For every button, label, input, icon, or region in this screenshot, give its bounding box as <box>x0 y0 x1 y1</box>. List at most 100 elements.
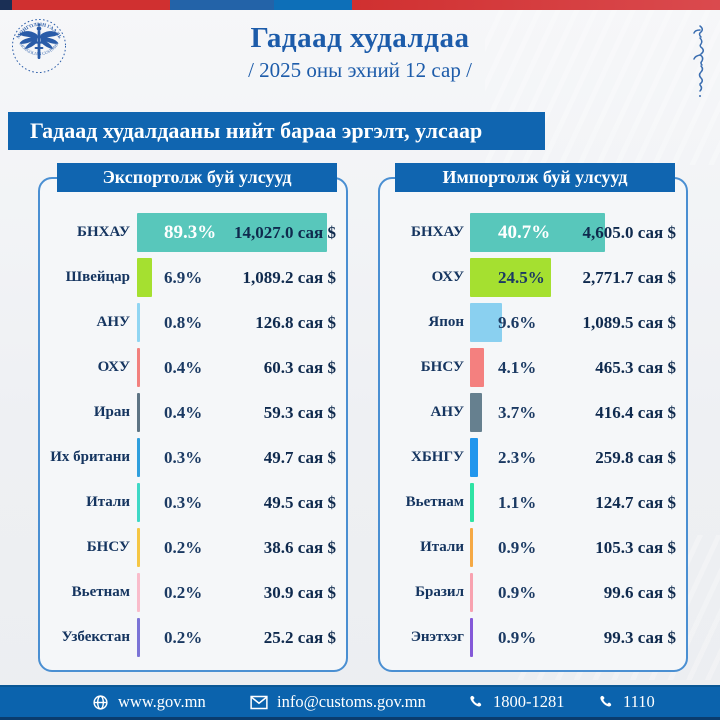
country-label: БНСУ <box>420 359 464 375</box>
percent-bar <box>137 213 327 252</box>
percent-value: 24.5% <box>498 268 545 287</box>
accent-segment <box>274 0 352 10</box>
country-label: АНУ <box>96 314 130 330</box>
percent-value: 6.9% <box>164 268 203 287</box>
globe-icon <box>93 694 108 710</box>
amount-value: 49.7 сая $ <box>263 448 336 467</box>
percent-value: 0.3% <box>164 493 203 512</box>
country-label: Итали <box>420 539 464 555</box>
amount-value: 1,089.2 сая $ <box>242 268 336 287</box>
accent-segment <box>352 0 720 10</box>
percent-bar <box>470 528 473 567</box>
amount-value: 60.3 сая $ <box>263 358 336 377</box>
percent-bar <box>470 483 474 522</box>
import-panel: БНХАУ 40.7% 4,605.0 сая $ ОХУ 24.5% 2,771.7 с… <box>378 177 688 672</box>
amount-value: 416.4 сая $ <box>595 403 676 422</box>
country-label: Швейцар <box>65 269 130 285</box>
country-label: Иран <box>93 404 130 420</box>
amount-value: 14,027.0 сая $ <box>234 223 336 242</box>
country-label: ОХУ <box>431 269 464 285</box>
percent-value: 0.9% <box>498 583 537 602</box>
percent-bar <box>137 618 140 657</box>
table-row: Итали 0.9% 105.3 сая $ <box>380 525 686 570</box>
percent-value: 40.7% <box>498 222 551 243</box>
country-label: ОХУ <box>97 359 130 375</box>
footer-bar: www.gov.mn info@customs.gov.mn 1800-1281… <box>0 685 720 717</box>
percent-value: 0.8% <box>164 313 203 332</box>
percent-bar <box>470 303 502 342</box>
amount-value: 126.8 сая $ <box>255 313 336 332</box>
table-row: ОХУ 0.4% 60.3 сая $ <box>40 345 346 390</box>
percent-value: 0.9% <box>498 628 537 647</box>
amount-value: 4,605.0 сая $ <box>582 223 676 242</box>
amount-value: 105.3 сая $ <box>595 538 676 557</box>
amount-value: 59.3 сая $ <box>263 403 336 422</box>
country-label: БНСУ <box>86 539 130 555</box>
percent-value: 89.3% <box>164 222 217 243</box>
percent-bar <box>137 528 140 567</box>
percent-bar <box>137 258 152 297</box>
percent-value: 1.1% <box>498 493 537 512</box>
customs-logo: МОНГОЛЫН ГААЛЬ MONGOLIAN CUSTOMS <box>12 19 66 73</box>
percent-bar <box>470 618 473 657</box>
percent-bar <box>137 303 140 342</box>
percent-value: 0.4% <box>164 403 203 422</box>
table-row: Вьетнам 0.2% 30.9 сая $ <box>40 570 346 615</box>
amount-value: 99.3 сая $ <box>603 628 676 647</box>
percent-bar <box>137 348 140 387</box>
envelope-icon <box>250 695 268 709</box>
panel-header-export: Экспортолж буй улсууд <box>57 163 337 192</box>
top-accent-bar <box>0 0 720 10</box>
country-label: Вьетнам <box>71 584 130 600</box>
percent-value: 0.4% <box>164 358 203 377</box>
percent-value: 2.3% <box>498 448 537 467</box>
table-row: БНСУ 4.1% 465.3 сая $ <box>380 345 686 390</box>
percent-bar <box>470 258 552 297</box>
table-row: ХБНГУ 2.3% 259.8 сая $ <box>380 435 686 480</box>
accent-segment <box>0 0 12 10</box>
table-row: БНХАУ 40.7% 4,605.0 сая $ <box>380 210 686 255</box>
country-label: Бразил <box>415 584 464 600</box>
table-row: Их британи 0.3% 49.7 сая $ <box>40 435 346 480</box>
export-country-rows: БНХАУ 89.3% 14,027.0 сая $ Швейцар 6.9% 1,089… <box>40 210 346 660</box>
percent-value: 0.2% <box>164 628 203 647</box>
page-subtitle: / 2025 оны эхний 12 сар / <box>248 58 472 82</box>
table-row: Вьетнам 1.1% 124.7 сая $ <box>380 480 686 525</box>
table-row: ОХУ 24.5% 2,771.7 сая $ <box>380 255 686 300</box>
percent-bar <box>137 393 140 432</box>
percent-value: 9.6% <box>498 313 537 332</box>
table-row: Энэтхэг 0.9% 99.3 сая $ <box>380 615 686 660</box>
import-country-rows: БНХАУ 40.7% 4,605.0 сая $ ОХУ 24.5% 2,771.7 с… <box>380 210 686 660</box>
amount-value: 465.3 сая $ <box>595 358 676 377</box>
percent-value: 4.1% <box>498 358 537 377</box>
percent-bar <box>470 438 478 477</box>
percent-bar <box>470 573 473 612</box>
percent-bar <box>137 438 140 477</box>
percent-value: 3.7% <box>498 403 537 422</box>
percent-value: 0.2% <box>164 538 203 557</box>
country-label: Узбекстан <box>61 629 130 645</box>
accent-segment <box>12 0 170 10</box>
amount-value: 30.9 сая $ <box>263 583 336 602</box>
table-row: Итали 0.3% 49.5 сая $ <box>40 480 346 525</box>
percent-bar <box>470 348 484 387</box>
phone-icon <box>600 695 612 707</box>
amount-value: 49.5 сая $ <box>263 493 336 512</box>
phone-icon <box>470 695 482 707</box>
mongolian-script-mark <box>693 25 705 97</box>
amount-value: 25.2 сая $ <box>263 628 336 647</box>
footer-email-label: info@customs.gov.mn <box>277 692 426 711</box>
amount-value: 2,771.7 сая $ <box>582 268 676 287</box>
percent-bar <box>137 573 140 612</box>
table-row: Швейцар 6.9% 1,089.2 сая $ <box>40 255 346 300</box>
percent-bar <box>137 483 140 522</box>
country-label: Их британи <box>50 449 130 465</box>
accent-segment <box>170 0 274 10</box>
footer-phone-2: 1110 <box>598 687 655 717</box>
amount-value: 99.6 сая $ <box>603 583 676 602</box>
table-row: Япон 9.6% 1,089.5 сая $ <box>380 300 686 345</box>
section-banner: Гадаад худалдааны нийт бараа эргэлт, улс… <box>8 112 545 150</box>
table-row: БНСУ 0.2% 38.6 сая $ <box>40 525 346 570</box>
page-title: Гадаад худалдаа <box>250 22 470 54</box>
amount-value: 124.7 сая $ <box>595 493 676 512</box>
